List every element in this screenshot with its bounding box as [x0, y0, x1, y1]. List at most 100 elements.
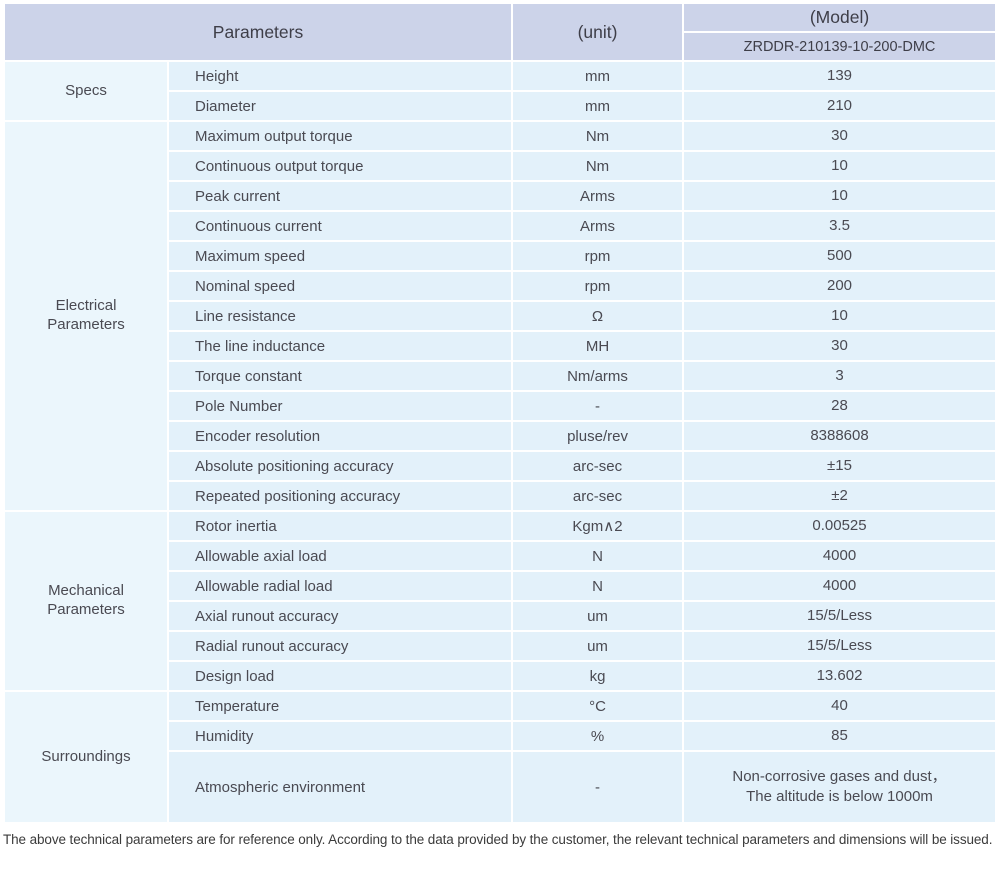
unit-cell: arc-sec [513, 482, 683, 510]
table-row: Radial runout accuracy um 15/5/Less [5, 632, 996, 660]
param-name-cell: Maximum speed [169, 242, 512, 270]
unit-cell: - [513, 392, 683, 420]
table-row: Peak current Arms 10 [5, 182, 996, 210]
table-row: Nominal speed rpm 200 [5, 272, 996, 300]
table-row: Mechanical Parameters Rotor inertia Kgm∧… [5, 512, 996, 690]
param-name-cell: Peak current [169, 182, 512, 210]
table-row: Continuous current Arms 3.5 [5, 212, 996, 240]
header-model: (Model) [684, 4, 996, 31]
param-name-cell: Line resistance [169, 302, 512, 330]
param-name-cell: Atmospheric environment [169, 752, 512, 822]
unit-cell: um [513, 602, 683, 630]
unit-cell: N [513, 572, 683, 600]
section-category-electrical: Electrical Parameters [5, 122, 167, 510]
table-row: Design load kg 13.602 [5, 662, 996, 690]
value-cell: 4000 [684, 542, 996, 570]
value-cell: 30 [684, 332, 996, 360]
table-row: Electrical Parameters Maximum output tor… [5, 122, 996, 510]
unit-cell: N [513, 542, 683, 570]
unit-cell: mm [513, 62, 683, 90]
table-row: Pole Number - 28 [5, 392, 996, 420]
unit-cell: Kgm∧2 [513, 512, 683, 540]
technical-parameters-table: Parameters (unit) (Model) ZRDDR-210139-1… [3, 2, 997, 824]
unit-cell: um [513, 632, 683, 660]
unit-cell: arc-sec [513, 452, 683, 480]
header-row-1: Parameters (unit) (Model) [5, 4, 996, 60]
table-row: Repeated positioning accuracy arc-sec ±2 [5, 482, 996, 510]
table-row: Allowable radial load N 4000 [5, 572, 996, 600]
param-name-cell: Pole Number [169, 392, 512, 420]
header-unit: (unit) [513, 4, 683, 60]
value-cell: 210 [684, 92, 996, 120]
param-name-cell: Nominal speed [169, 272, 512, 300]
table-row: Line resistance Ω 10 [5, 302, 996, 330]
param-name-cell: Allowable radial load [169, 572, 512, 600]
param-name-cell: Continuous output torque [169, 152, 512, 180]
unit-cell: Arms [513, 182, 683, 210]
table-row: Atmospheric environment - Non-corrosive … [5, 752, 996, 822]
value-cell: 40 [684, 692, 996, 720]
value-cell: Non-corrosive gases and dust， The altitu… [684, 752, 996, 822]
param-name-cell: Torque constant [169, 362, 512, 390]
value-cell: 8388608 [684, 422, 996, 450]
param-name-cell: Repeated positioning accuracy [169, 482, 512, 510]
table-row: Maximum speed rpm 500 [5, 242, 996, 270]
unit-cell: °C [513, 692, 683, 720]
value-cell: 3 [684, 362, 996, 390]
section-category-specs: Specs [5, 62, 167, 120]
table-header: Parameters (unit) (Model) ZRDDR-210139-1… [5, 4, 996, 60]
table-row: Axial runout accuracy um 15/5/Less [5, 602, 996, 630]
table-row: Allowable axial load N 4000 [5, 542, 996, 570]
table-row: The line inductance MH 30 [5, 332, 996, 360]
value-cell: 10 [684, 182, 996, 210]
unit-cell: % [513, 722, 683, 750]
header-parameters: Parameters [5, 4, 512, 60]
table-row: Specs Height mm 139 [5, 62, 996, 120]
footer-note: The above technical parameters are for r… [3, 832, 993, 847]
unit-cell: Nm [513, 152, 683, 180]
table-row: Humidity % 85 [5, 722, 996, 750]
param-name-cell: Radial runout accuracy [169, 632, 512, 660]
value-cell: 15/5/Less [684, 602, 996, 630]
unit-cell: Arms [513, 212, 683, 240]
unit-cell: Nm [513, 122, 683, 150]
table-body: Specs Height mm 139 Diameter mm 210 Elec… [5, 62, 996, 822]
value-cell: 4000 [684, 572, 996, 600]
value-cell: ±2 [684, 482, 996, 510]
param-name-cell: Allowable axial load [169, 542, 512, 570]
param-name-cell: Maximum output torque [169, 122, 512, 150]
unit-cell: pluse/rev [513, 422, 683, 450]
header-model-number: ZRDDR-210139-10-200-DMC [684, 33, 996, 60]
value-cell: 200 [684, 272, 996, 300]
value-cell: 85 [684, 722, 996, 750]
table-row: Diameter mm 210 [5, 92, 996, 120]
param-name-cell: The line inductance [169, 332, 512, 360]
table-row: Torque constant Nm/arms 3 [5, 362, 996, 390]
param-name-cell: Humidity [169, 722, 512, 750]
param-name-cell: Axial runout accuracy [169, 602, 512, 630]
value-cell: 500 [684, 242, 996, 270]
header-row-2: ZRDDR-210139-10-200-DMC [5, 33, 996, 60]
unit-cell: - [513, 752, 683, 822]
unit-cell: rpm [513, 272, 683, 300]
unit-cell: mm [513, 92, 683, 120]
value-cell: 13.602 [684, 662, 996, 690]
param-name-cell: Height [169, 62, 512, 90]
param-name-cell: Temperature [169, 692, 512, 720]
value-cell: 28 [684, 392, 996, 420]
table-row: Encoder resolution pluse/rev 8388608 [5, 422, 996, 450]
param-name-cell: Continuous current [169, 212, 512, 240]
value-cell: 139 [684, 62, 996, 90]
unit-cell: kg [513, 662, 683, 690]
value-cell: 10 [684, 302, 996, 330]
param-name-cell: Rotor inertia [169, 512, 512, 540]
section-category-surroundings: Surroundings [5, 692, 167, 822]
value-cell: ±15 [684, 452, 996, 480]
section-category-mechanical: Mechanical Parameters [5, 512, 167, 690]
unit-cell: MH [513, 332, 683, 360]
value-cell: 30 [684, 122, 996, 150]
unit-cell: Ω [513, 302, 683, 330]
table-row: Absolute positioning accuracy arc-sec ±1… [5, 452, 996, 480]
param-name-cell: Design load [169, 662, 512, 690]
